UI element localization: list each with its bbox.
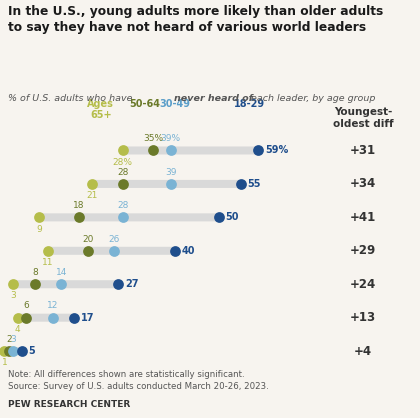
FancyBboxPatch shape (48, 247, 175, 255)
Text: 9: 9 (37, 224, 42, 234)
Text: Ages
65+: Ages 65+ (87, 99, 114, 120)
FancyBboxPatch shape (18, 314, 74, 322)
Point (58, 281, 65, 288)
Point (84, 247, 91, 254)
Text: 2: 2 (6, 335, 12, 344)
Point (45, 247, 52, 254)
Point (76, 214, 82, 221)
Text: 28: 28 (117, 201, 129, 210)
Point (10, 281, 16, 288)
Point (255, 147, 262, 154)
Text: 8: 8 (32, 268, 38, 277)
Text: 30-49: 30-49 (160, 99, 191, 109)
Text: 18-29: 18-29 (234, 99, 265, 109)
Point (71, 314, 78, 321)
FancyBboxPatch shape (123, 146, 258, 155)
Text: 4: 4 (15, 325, 20, 334)
Point (32, 281, 38, 288)
FancyBboxPatch shape (4, 347, 22, 355)
Text: 28%: 28% (113, 158, 133, 167)
Text: 6: 6 (24, 301, 29, 311)
Point (119, 147, 126, 154)
Text: % of U.S. adults who have: % of U.S. adults who have (8, 94, 136, 103)
FancyBboxPatch shape (13, 280, 118, 288)
Text: 17: 17 (81, 313, 94, 323)
Point (110, 247, 117, 254)
Point (49, 314, 56, 321)
Point (14, 314, 21, 321)
Text: 28: 28 (117, 168, 129, 177)
Point (172, 247, 178, 254)
Text: Note: All differences shown are statistically significant.
Source: Survey of U.S: Note: All differences shown are statisti… (8, 370, 269, 391)
Point (89, 181, 95, 187)
Text: 50: 50 (226, 212, 239, 222)
Text: 3: 3 (10, 335, 16, 344)
Point (119, 214, 126, 221)
Text: +41: +41 (350, 211, 376, 224)
Text: 27: 27 (125, 279, 138, 289)
Text: 20: 20 (82, 234, 93, 244)
Point (238, 181, 244, 187)
Point (18, 348, 25, 354)
Text: each leader, by age group: each leader, by age group (248, 94, 375, 103)
Text: In the U.S., young adults more likely than older adults
to say they have not hea: In the U.S., young adults more likely th… (8, 5, 383, 33)
FancyBboxPatch shape (39, 213, 219, 222)
Text: 26: 26 (108, 234, 120, 244)
Text: 59%: 59% (265, 145, 288, 155)
Text: 39: 39 (165, 168, 176, 177)
Text: 14: 14 (55, 268, 67, 277)
Point (215, 214, 222, 221)
Text: +29: +29 (350, 244, 376, 257)
Text: 11: 11 (42, 258, 54, 267)
Point (115, 281, 122, 288)
Text: 18: 18 (73, 201, 84, 210)
Text: 39%: 39% (161, 134, 181, 143)
Point (10, 348, 16, 354)
Text: +24: +24 (350, 278, 376, 291)
Text: 50-64: 50-64 (129, 99, 160, 109)
FancyBboxPatch shape (92, 180, 241, 188)
Text: +34: +34 (350, 177, 376, 191)
Text: Youngest-
oldest diff: Youngest- oldest diff (333, 107, 394, 129)
Text: +4: +4 (354, 344, 373, 358)
Text: 55: 55 (247, 179, 261, 189)
Point (23, 314, 30, 321)
Text: 12: 12 (47, 301, 58, 311)
Text: never heard of: never heard of (174, 94, 253, 103)
Text: PEW RESEARCH CENTER: PEW RESEARCH CENTER (8, 400, 131, 410)
Text: +31: +31 (350, 144, 376, 157)
Point (36, 214, 43, 221)
Text: 5: 5 (29, 346, 35, 356)
Point (1, 348, 8, 354)
Point (150, 147, 157, 154)
Text: 40: 40 (182, 246, 195, 256)
Point (5, 348, 12, 354)
Text: 35%: 35% (143, 134, 163, 143)
Point (119, 181, 126, 187)
Text: 3: 3 (10, 291, 16, 301)
Point (168, 147, 174, 154)
Text: 21: 21 (86, 191, 98, 200)
Point (168, 181, 174, 187)
Text: 1: 1 (2, 358, 7, 367)
Text: +13: +13 (350, 311, 376, 324)
